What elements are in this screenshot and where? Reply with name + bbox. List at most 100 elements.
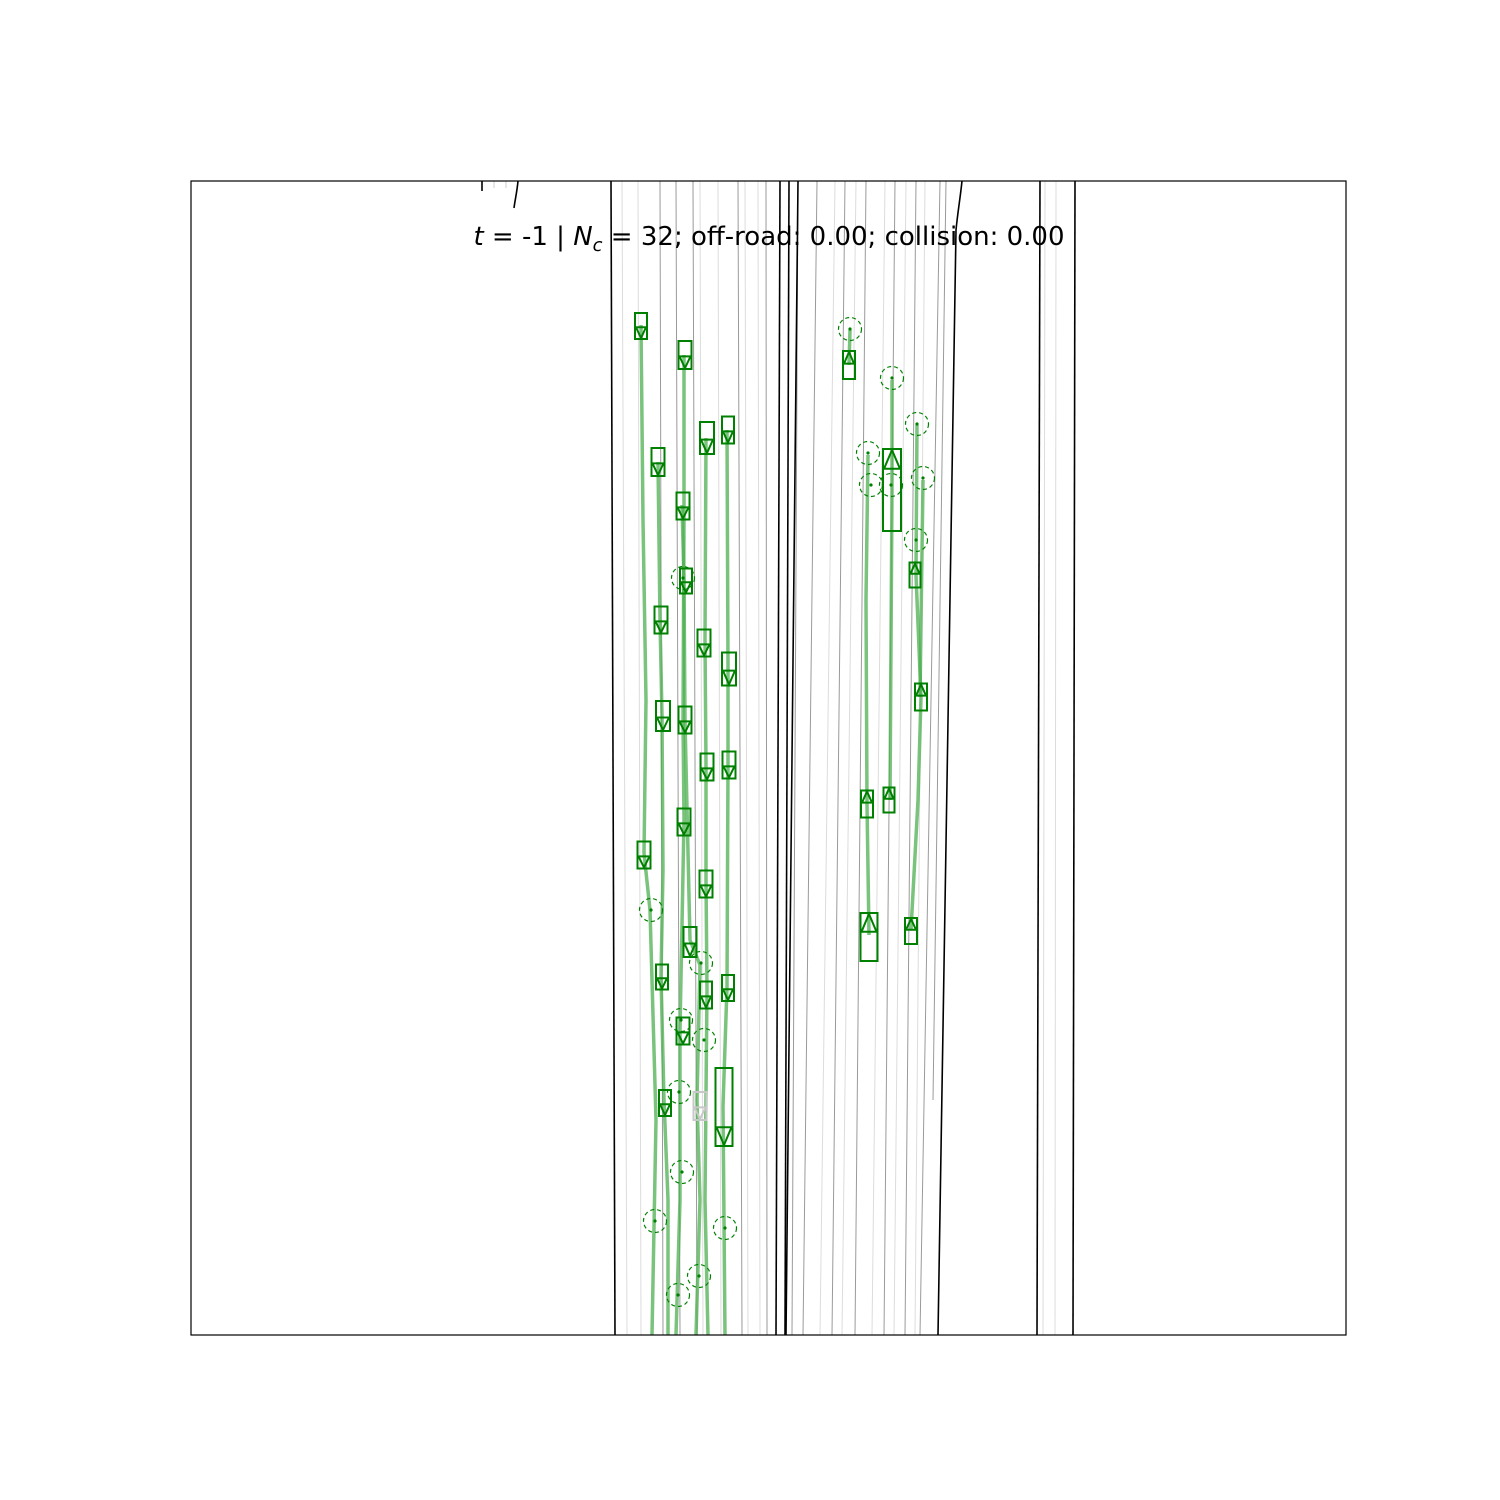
vehicle-box-icon xyxy=(679,567,693,595)
title-t-value: = -1 | xyxy=(484,222,574,252)
heading-triangle-icon xyxy=(634,326,648,341)
goal-circle-icon xyxy=(691,1027,717,1053)
lane-center-lines xyxy=(621,181,1057,1335)
goal-circle-icon xyxy=(712,1215,738,1241)
vehicle-box-icon xyxy=(634,312,648,341)
goal-circle-icon xyxy=(642,1208,668,1234)
trajectory-line xyxy=(639,324,658,1335)
heading-triangle-icon xyxy=(655,977,669,991)
heading-triangle-icon xyxy=(677,720,693,735)
goal-circle-icon xyxy=(837,316,863,342)
heading-triangle-icon xyxy=(699,767,715,782)
vehicle-box-icon xyxy=(636,840,652,870)
heading-triangle-icon xyxy=(721,669,737,688)
heading-triangle-icon xyxy=(721,765,737,780)
road-edge-fragments xyxy=(493,181,507,188)
heading-triangle-icon xyxy=(860,789,874,804)
heading-triangle-icon xyxy=(908,561,922,575)
heading-triangle-icon xyxy=(636,855,652,870)
vehicle-box-icon xyxy=(658,1089,672,1118)
road-map xyxy=(481,181,1076,1335)
goal-circle-icon xyxy=(686,1263,712,1289)
heading-triangle-icon xyxy=(655,716,671,733)
heading-triangle-icon xyxy=(721,988,735,1003)
heading-triangle-icon xyxy=(677,355,693,371)
plot-title: t = -1 | Nc = 32; off-road: 0.00; collis… xyxy=(473,222,1064,256)
vehicle-box-icon xyxy=(675,1016,691,1046)
goal-circle-icon xyxy=(878,472,904,498)
vehicle-box-icon xyxy=(699,421,715,456)
vehicle-box-icon xyxy=(698,869,714,899)
heading-triangle-icon xyxy=(859,911,879,933)
vehicle-box-icon xyxy=(699,752,715,782)
trajectory-line xyxy=(888,380,894,801)
vehicle-box-icon xyxy=(842,349,856,380)
vehicle-box-icon xyxy=(721,651,737,688)
vehicle-box-icon xyxy=(721,750,737,780)
trajectory-line xyxy=(703,437,710,1335)
vehicle-box-icon xyxy=(699,980,713,1010)
goal-circle-icon xyxy=(903,527,929,553)
vehicle-box-icon xyxy=(882,786,896,814)
trajectory-line xyxy=(864,454,871,936)
heading-triangle-icon xyxy=(650,462,666,478)
vehicle-box-icon xyxy=(904,916,918,945)
heading-triangle-icon xyxy=(699,995,713,1010)
heading-triangle-icon xyxy=(914,682,928,697)
goal-circle-icon xyxy=(666,1079,692,1105)
goal-circle-icon xyxy=(855,440,881,466)
goal-circle-icon xyxy=(904,411,930,437)
goal-circle-icon xyxy=(638,897,664,923)
trajectory-line xyxy=(680,504,702,1335)
heading-triangle-icon xyxy=(676,822,692,837)
heading-triangle-icon xyxy=(882,786,896,800)
trajectory-line xyxy=(656,461,670,1335)
goal-circle-icon xyxy=(665,1282,691,1308)
vehicle-box-icon xyxy=(714,1067,734,1148)
heading-triangle-icon xyxy=(904,916,918,931)
vehicle-box-icon xyxy=(721,974,735,1003)
title-t-symbol: t xyxy=(473,222,484,252)
vehicle-box-icon xyxy=(650,447,666,478)
vehicle-box-icon xyxy=(682,926,698,959)
title-n-subscript: c xyxy=(593,235,603,256)
vehicle-box-icon xyxy=(914,682,928,712)
vehicle-box-icon xyxy=(653,605,669,635)
vehicle-box-icon xyxy=(692,1091,708,1122)
plot-frame xyxy=(190,180,1347,1336)
vehicle-box-icon xyxy=(908,561,922,589)
heading-triangle-icon xyxy=(699,438,715,456)
heading-triangle-icon xyxy=(653,620,669,635)
goal-circle-icon xyxy=(688,950,714,976)
vehicle-box-icon xyxy=(860,789,874,819)
heading-triangle-icon xyxy=(882,447,902,470)
title-rest: = 32; off-road: 0.00; collision: 0.00 xyxy=(603,222,1065,252)
goal-circle-icon xyxy=(669,1159,695,1185)
trajectory-line xyxy=(721,429,730,1335)
heading-triangle-icon xyxy=(658,1103,672,1118)
heading-triangle-icon xyxy=(696,643,712,658)
vehicle-box-icon xyxy=(655,700,671,733)
vehicle-box-icon xyxy=(696,628,712,658)
title-n-symbol: N xyxy=(573,222,592,252)
vehicle-box-icon xyxy=(882,447,902,532)
heading-triangle-icon xyxy=(682,942,698,959)
heading-triangle-icon xyxy=(714,1126,734,1148)
goal-circle-icon xyxy=(670,565,696,591)
heading-triangle-icon xyxy=(692,1106,708,1122)
vehicle-box-icon xyxy=(677,705,693,735)
vehicle-box-icon xyxy=(676,807,692,837)
vehicle-box-icon xyxy=(677,340,693,371)
heading-triangle-icon xyxy=(842,349,856,365)
vehicle-box-icon xyxy=(675,491,691,521)
vehicle-box-icon xyxy=(655,963,669,991)
road-edges xyxy=(481,181,1076,1335)
goal-circle-icon xyxy=(879,365,905,391)
vehicle-box-icon xyxy=(859,911,879,962)
heading-triangle-icon xyxy=(675,506,691,521)
heading-triangle-icon xyxy=(675,1031,691,1046)
goal-markers xyxy=(638,316,936,1308)
heading-triangle-icon xyxy=(721,430,735,445)
goal-circle-icon xyxy=(910,465,936,491)
